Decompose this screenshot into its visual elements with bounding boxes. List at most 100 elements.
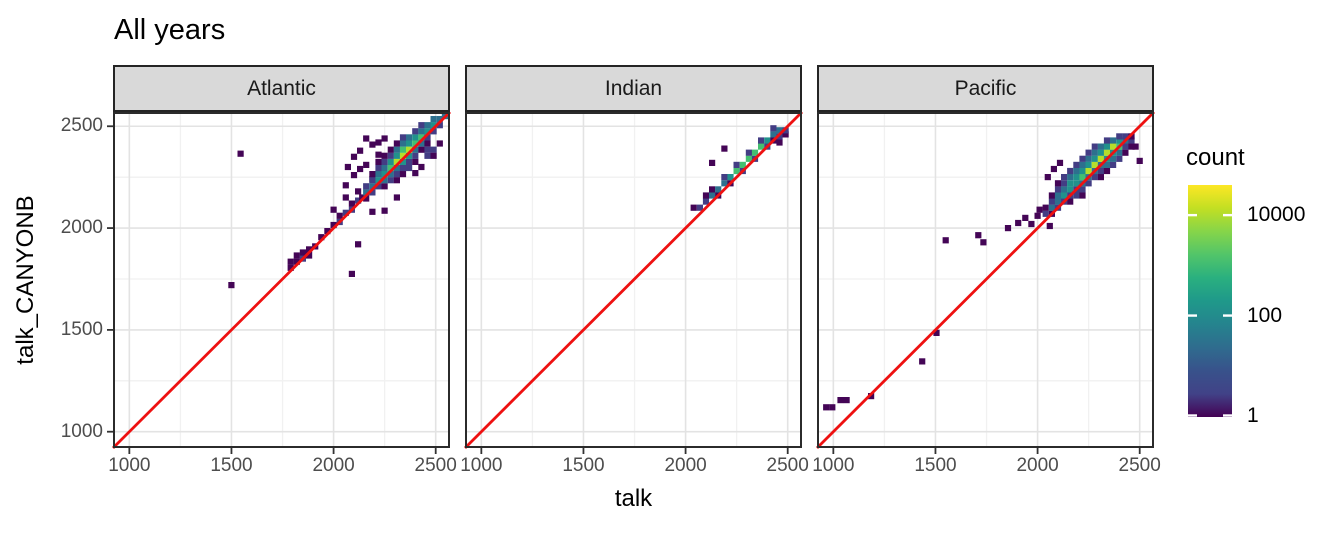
density-bin (350, 172, 358, 179)
density-bin (1110, 155, 1117, 162)
density-bin (1122, 133, 1129, 140)
density-bin (418, 140, 425, 147)
x-tick-label: 2000 (312, 455, 355, 476)
density-bin (399, 146, 407, 153)
density-bin (369, 183, 376, 190)
density-bin (287, 264, 294, 271)
density-bin (868, 393, 875, 400)
legend-tick-label: 100 (1247, 303, 1283, 327)
density-bin (1103, 143, 1111, 150)
density-bin (381, 152, 388, 159)
density-bin (418, 128, 425, 135)
panel-border (113, 112, 450, 448)
density-bin (336, 212, 343, 219)
density-bin (1042, 204, 1049, 211)
density-bin (1022, 214, 1029, 221)
density-bin (1097, 149, 1104, 156)
density-bin (770, 131, 777, 138)
density-bin (1034, 212, 1041, 219)
density-bin (1085, 180, 1092, 187)
density-bin (393, 164, 400, 172)
density-bin (381, 135, 388, 142)
x-tick-label: 1000 (812, 455, 855, 476)
x-tick-label: 1000 (460, 455, 503, 476)
chart-title: All years (114, 14, 226, 46)
density-bin (424, 134, 431, 141)
density-bin (355, 188, 362, 195)
density-bin (406, 164, 413, 172)
density-bin (1015, 219, 1022, 227)
density-bin (363, 189, 370, 196)
density-bin (330, 206, 337, 213)
density-bin (770, 125, 777, 132)
density-bin (1085, 167, 1092, 175)
density-bin (745, 149, 752, 156)
density-bin (1073, 161, 1080, 168)
density-bin (393, 194, 400, 201)
density-bin (709, 159, 716, 166)
density-bin (375, 164, 382, 172)
density-bin (1054, 180, 1062, 187)
density-bin (430, 128, 437, 135)
density-bin (375, 158, 382, 165)
density-bin (399, 134, 407, 141)
density-bin (359, 194, 366, 201)
density-bin (406, 152, 413, 159)
identity-line (112, 111, 451, 449)
density-bin (1048, 198, 1055, 205)
density-bin (369, 208, 376, 215)
density-bin (1097, 167, 1104, 175)
density-bin (424, 122, 431, 129)
density-bin (1067, 174, 1074, 181)
density-bin (350, 153, 358, 160)
y-tick-label: 1500 (60, 318, 103, 340)
density-bin (727, 174, 734, 181)
density-bin (1103, 149, 1111, 156)
density-bin (412, 134, 419, 141)
y-tick-label: 2000 (60, 217, 103, 239)
density-bin (733, 161, 740, 168)
density-bin (1091, 155, 1098, 162)
density-bin (739, 161, 746, 168)
density-bin (363, 135, 370, 142)
density-bin (823, 404, 830, 411)
density-bin (1061, 192, 1068, 199)
density-bin (393, 158, 400, 165)
density-bin (1061, 186, 1068, 193)
density-bin (399, 152, 407, 159)
density-bin (1073, 192, 1080, 199)
density-bin (1116, 155, 1123, 162)
density-bin (1091, 161, 1098, 168)
density-bin (228, 282, 235, 289)
density-bin (381, 207, 388, 214)
y-tick-label: 2500 (60, 115, 103, 137)
density-bin (406, 140, 413, 147)
density-bin (381, 164, 388, 172)
density-bin (1054, 186, 1062, 193)
density-bin (1004, 225, 1012, 232)
x-tick-label: 2500 (414, 455, 457, 476)
facet-strip: Atlantic (113, 65, 450, 112)
density-bin (1110, 137, 1117, 144)
density-bin (306, 246, 313, 253)
density-bin (758, 143, 765, 150)
density-bin (1067, 186, 1074, 193)
facet-strip: Indian (465, 65, 802, 112)
density-bin (375, 183, 382, 190)
density-bin (1103, 137, 1111, 144)
density-bin (387, 177, 394, 184)
density-bin (1061, 174, 1068, 181)
density-bin (1079, 186, 1086, 193)
density-bin (933, 329, 940, 336)
density-bin (1056, 159, 1064, 166)
density-bin (764, 137, 771, 144)
x-tick-label: 1500 (562, 455, 605, 476)
density-bin (843, 397, 850, 404)
legend-tick-label: 1 (1247, 403, 1259, 427)
density-bin (363, 183, 370, 190)
x-tick-label: 1000 (108, 455, 151, 476)
density-bin (424, 152, 431, 159)
density-bin (1097, 155, 1104, 162)
density-bin (430, 116, 437, 123)
